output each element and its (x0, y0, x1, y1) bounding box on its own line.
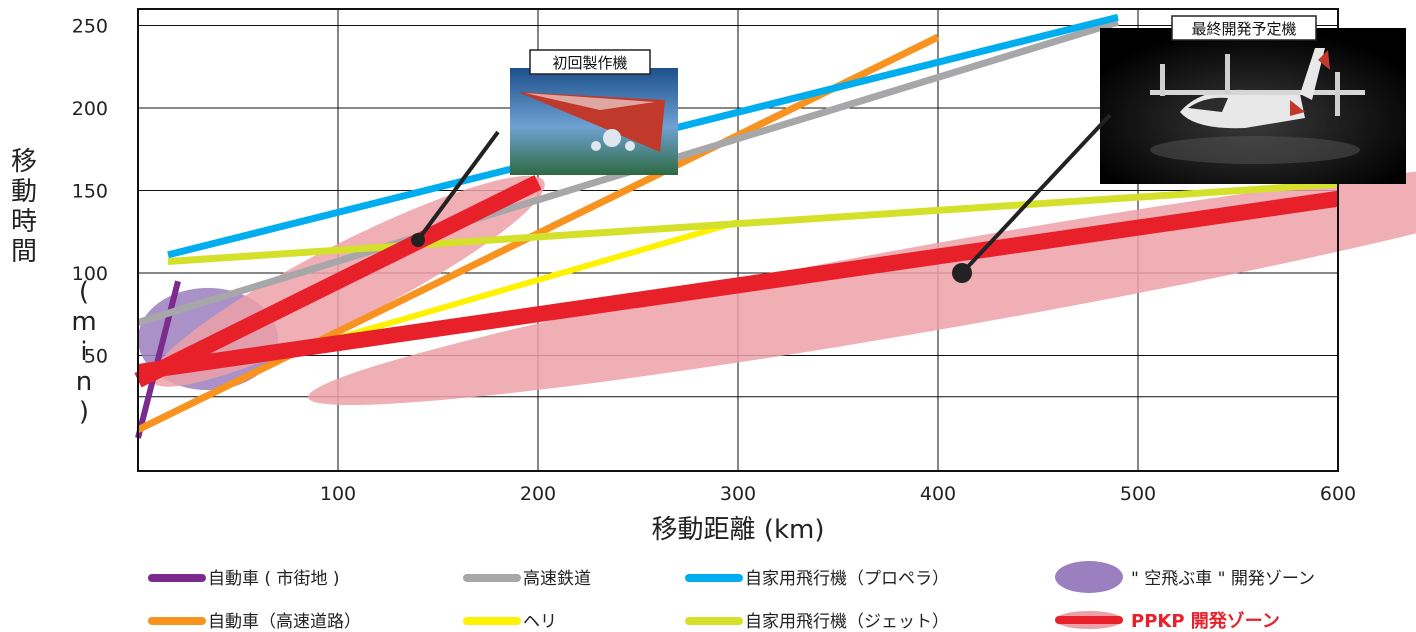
callout-marker (952, 263, 972, 283)
series-car_city (135, 280, 181, 439)
y-tick-label: 200 (72, 98, 108, 120)
series-jet_plane (167, 180, 1339, 265)
callout-label: 初回製作機 (552, 54, 627, 72)
x-tick-label: 400 (920, 483, 956, 505)
x-tick-label: 600 (1320, 483, 1356, 505)
callout-label: 最終開発予定機 (1191, 20, 1296, 38)
y-tick-label: 50 (84, 346, 108, 368)
callout-first-prototype: 初回製作機 (411, 49, 678, 247)
legend-item-jet_plane: 自家用飛行機（ジェット） (685, 612, 949, 632)
legend-label: PPKP 開発ゾーン (1131, 610, 1280, 632)
y-tick-label: 150 (72, 181, 108, 203)
legend-label: ヘリ (523, 612, 557, 632)
series-ppkp (134, 175, 542, 388)
y-tick-labels: 50 100 150 200 250 (72, 16, 108, 368)
x-tick-label: 500 (1120, 483, 1156, 505)
label-box (529, 49, 651, 75)
series-ppkp (136, 190, 1340, 380)
callout-leader (416, 130, 500, 242)
label-box (1171, 15, 1317, 41)
legend-label: 高速鉄道 (523, 569, 591, 589)
legend-swatch (1055, 561, 1123, 593)
x-tick-labels: 100 200 300 400 500 600 (320, 483, 1356, 505)
x-tick-label: 100 (320, 483, 356, 505)
legend-label: 自家用飛行機（プロペラ） (745, 569, 949, 589)
callout-leader (960, 113, 1112, 275)
callout-final-aircraft: 最終開発予定機 (952, 15, 1406, 283)
legend-label: 自家用飛行機（ジェット） (745, 612, 949, 632)
zone-ppkp_zone (307, 160, 1416, 406)
legend-item-prop_plane: 自家用飛行機（プロペラ） (685, 569, 949, 589)
y-tick-label: 250 (72, 16, 108, 38)
legend: 自動車 ( 市街地 ) 高速鉄道 自家用飛行機（プロペラ） " 空飛ぶ車 " 開発ゾー… (148, 561, 1315, 632)
legend-label: 自動車 ( 市街地 ) (208, 569, 339, 589)
legend-item-heli: ヘリ (463, 612, 557, 632)
plot-frame (137, 8, 1339, 472)
callout-marker (411, 233, 425, 247)
legend-item-ppkp: PPKP 開発ゾーン (1055, 610, 1280, 632)
y-tick-label: 100 (72, 263, 108, 285)
x-tick-label: 300 (720, 483, 756, 505)
series-car_highway (136, 33, 940, 433)
legend-item-rail: 高速鉄道 (463, 569, 591, 589)
legend-item-car_highway: 自動車（高速道路） (148, 612, 361, 632)
x-axis-title: 移動距離 (km) (652, 515, 825, 545)
x-tick-label: 200 (520, 483, 556, 505)
hang-glider-wing (518, 92, 665, 152)
legend-label: 自動車（高速道路） (208, 612, 361, 632)
legend-item-flying_car_zone: " 空飛ぶ車 " 開発ゾーン (1055, 561, 1315, 593)
legend-label: " 空飛ぶ車 " 開発ゾーン (1131, 569, 1315, 589)
legend-item-car_city: 自動車 ( 市街地 ) (148, 569, 339, 589)
